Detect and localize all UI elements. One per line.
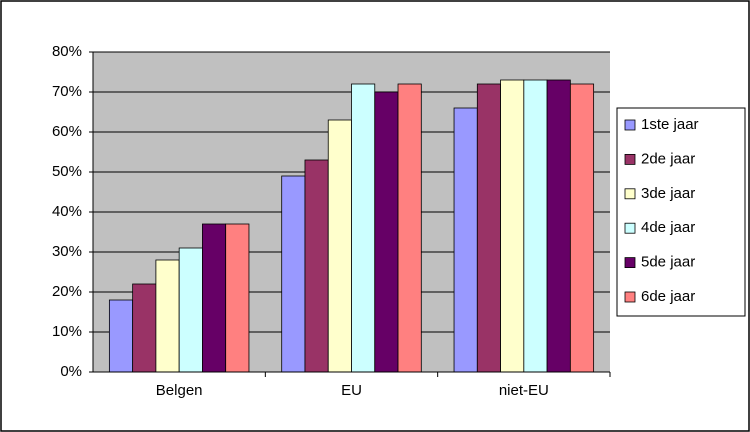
bar [225, 223, 250, 373]
bar [178, 247, 203, 373]
legend-swatch [624, 291, 636, 303]
legend-swatch [624, 119, 636, 131]
x-tick-label: EU [341, 382, 362, 399]
bar [476, 83, 501, 373]
legend-swatch [624, 222, 636, 234]
y-tick-label: 70% [52, 83, 82, 100]
legend-swatch [624, 257, 636, 269]
bar [569, 83, 595, 373]
bar [304, 159, 329, 373]
bar [453, 107, 478, 373]
bar [327, 119, 352, 373]
y-tick-label: 0% [60, 363, 82, 380]
bar [281, 175, 306, 373]
y-tick-label: 20% [52, 283, 82, 300]
legend-swatch [624, 188, 636, 200]
bar [202, 223, 227, 373]
bar [546, 79, 571, 373]
bar [397, 83, 422, 373]
y-tick-label: 80% [52, 43, 82, 60]
bar [132, 283, 157, 373]
legend-box [616, 107, 746, 317]
x-tick-label: niet-EU [499, 382, 549, 399]
legend-label: 2de jaar [641, 150, 695, 167]
bar [108, 299, 134, 373]
legend-swatch [624, 153, 636, 165]
bar [374, 91, 399, 373]
y-tick-label: 60% [52, 123, 82, 140]
legend-label: 6de jaar [641, 288, 695, 305]
bar [155, 259, 180, 373]
legend-label: 1ste jaar [641, 116, 699, 133]
bar [500, 79, 525, 373]
y-tick-label: 10% [52, 323, 82, 340]
y-tick-label: 30% [52, 243, 82, 260]
y-tick-label: 50% [52, 163, 82, 180]
legend-label: 5de jaar [641, 254, 695, 271]
legend-label: 4de jaar [641, 219, 695, 236]
bar [523, 79, 548, 373]
y-tick-label: 40% [52, 203, 82, 220]
legend-label: 3de jaar [641, 185, 695, 202]
bar [351, 83, 376, 373]
x-tick-label: Belgen [156, 382, 203, 399]
